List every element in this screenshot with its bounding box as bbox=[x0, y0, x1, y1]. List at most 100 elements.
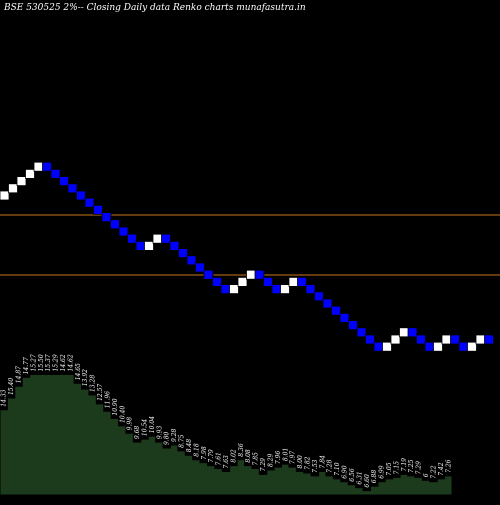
volume-label: 7.63 bbox=[223, 455, 230, 469]
volume-label: 15.27 bbox=[30, 354, 37, 371]
renko-brick-down bbox=[67, 183, 78, 194]
renko-brick-down bbox=[484, 334, 494, 345]
volume-label: 14.77 bbox=[23, 357, 30, 374]
volume-label: 8.75 bbox=[179, 434, 186, 448]
renko-brick-down bbox=[356, 327, 367, 338]
volume-label: 8.48 bbox=[186, 439, 193, 453]
renko-brick-up bbox=[399, 327, 409, 338]
volume-label: 7.05 bbox=[386, 462, 393, 476]
volume-label: 12.57 bbox=[97, 384, 104, 401]
renko-brick-up bbox=[433, 341, 443, 352]
renko-brick-up bbox=[144, 240, 154, 251]
renko-brick-up bbox=[441, 334, 452, 345]
renko-brick-down bbox=[305, 284, 316, 295]
volume-label: 8.02 bbox=[230, 449, 237, 463]
volume-label: 15.29 bbox=[53, 354, 60, 371]
renko-brick-down bbox=[42, 161, 52, 172]
volume-label: 8.01 bbox=[282, 448, 289, 461]
volume-label: 8.36 bbox=[238, 443, 245, 457]
volume-label: 6.56 bbox=[349, 468, 356, 482]
volume-label: 15.50 bbox=[38, 354, 45, 371]
renko-brick-down bbox=[297, 276, 307, 287]
volume-label: 7.53 bbox=[312, 459, 319, 473]
volume-label: 6.90 bbox=[342, 465, 349, 479]
volume-label: 7.25 bbox=[408, 459, 415, 473]
volume-label: 7.85 bbox=[253, 452, 260, 466]
renko-brick-down bbox=[424, 341, 435, 352]
volume-label: 14.33 bbox=[1, 389, 8, 406]
volume-label: 6.31 bbox=[356, 471, 363, 484]
renko-brick-down bbox=[254, 269, 265, 280]
renko-brick-down bbox=[458, 341, 469, 352]
volume-label: 7.98 bbox=[201, 446, 208, 460]
renko-brick-up bbox=[390, 334, 401, 345]
volume-label: 14.62 bbox=[67, 354, 74, 371]
renko-brick-down bbox=[212, 276, 222, 287]
volume-label: 13.92 bbox=[82, 369, 89, 386]
renko-brick-down bbox=[169, 240, 180, 251]
renko-brick-up bbox=[475, 334, 486, 345]
renko-brick-up bbox=[8, 183, 18, 194]
renko-brick-up bbox=[280, 284, 290, 295]
volume-label: 7.61 bbox=[216, 452, 223, 465]
volume-label: 15.40 bbox=[8, 378, 15, 395]
renko-brick-down bbox=[416, 334, 426, 345]
volume-label: 7.19 bbox=[401, 458, 408, 472]
renko-brick-down bbox=[186, 255, 197, 266]
renko-brick-down bbox=[220, 284, 231, 295]
renko-brick-down bbox=[314, 291, 324, 302]
volume-label: 14.62 bbox=[60, 354, 67, 371]
volume-label: 8.00 bbox=[297, 455, 304, 469]
volume-label: 10.40 bbox=[119, 406, 126, 423]
renko-brick-up bbox=[237, 276, 248, 287]
volume-label: 7.15 bbox=[393, 461, 400, 475]
renko-brick-up bbox=[467, 341, 477, 352]
renko-brick-down bbox=[161, 233, 171, 244]
volume-label: 15.37 bbox=[45, 354, 52, 371]
renko-brick-up bbox=[25, 168, 35, 179]
volume-label: 7.79 bbox=[208, 449, 215, 463]
volume-label: 9.68 bbox=[134, 426, 141, 440]
volume-label: 6.99 bbox=[379, 465, 386, 479]
volume-label: 14.87 bbox=[16, 366, 23, 383]
volume-area bbox=[0, 373, 453, 496]
volume-label: 13.28 bbox=[90, 375, 97, 392]
renko-brick-up bbox=[288, 276, 299, 287]
renko-brick-down bbox=[322, 298, 333, 309]
renko-brick-down bbox=[135, 240, 146, 251]
renko-brick-down bbox=[178, 248, 188, 259]
volume-label: 9.98 bbox=[127, 417, 134, 431]
volume-label: 7.97 bbox=[290, 451, 297, 465]
volume-label: 9.28 bbox=[171, 428, 178, 442]
volume-label: 8.08 bbox=[245, 449, 252, 463]
renko-brick-down bbox=[263, 276, 273, 287]
volume-label: 7.29 bbox=[260, 458, 267, 472]
volume-label: 6 bbox=[423, 473, 430, 477]
renko-brick-up bbox=[152, 233, 163, 244]
volume-label: 7.82 bbox=[305, 456, 312, 470]
volume-label: 7.42 bbox=[438, 462, 445, 476]
renko-brick-up bbox=[229, 284, 239, 295]
renko-brick-down bbox=[407, 327, 418, 338]
chart-title: BSE 530525 2%-- Closing Daily data Renko… bbox=[4, 3, 306, 13]
volume-label: 7.26 bbox=[445, 459, 452, 473]
volume-label: 7.84 bbox=[319, 455, 326, 469]
volume-label: 7.96 bbox=[275, 451, 282, 465]
volume-label: 10.04 bbox=[149, 416, 156, 433]
renko-brick-down bbox=[93, 204, 103, 215]
volume-label: 7.22 bbox=[431, 465, 438, 479]
renko-brick-down bbox=[118, 226, 129, 237]
renko-brick-down bbox=[101, 212, 112, 223]
volume-label: 10.54 bbox=[142, 419, 149, 436]
renko-brick-down bbox=[84, 197, 95, 208]
renko-brick-down bbox=[365, 334, 375, 345]
renko-brick-up bbox=[382, 341, 392, 352]
renko-brick-down bbox=[203, 269, 214, 280]
volume-label: 7.10 bbox=[334, 462, 341, 476]
volume-label: 14.65 bbox=[75, 363, 82, 380]
renko-brick-up bbox=[16, 176, 27, 187]
renko-brick-down bbox=[271, 284, 282, 295]
volume-label: 10.90 bbox=[112, 398, 119, 415]
renko-brick-down bbox=[373, 341, 384, 352]
